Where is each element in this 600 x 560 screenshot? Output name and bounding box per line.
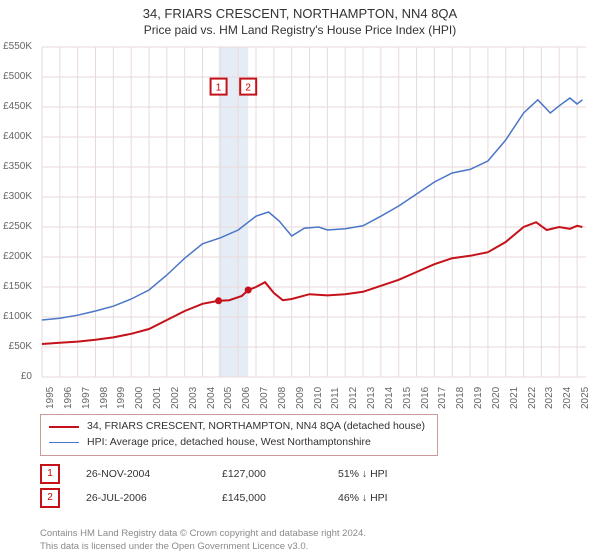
x-tick-label: 1997 bbox=[81, 387, 92, 409]
sale-date: 26-JUL-2006 bbox=[86, 492, 196, 504]
x-tick-label: 1995 bbox=[45, 387, 56, 409]
x-tick-label: 2023 bbox=[544, 387, 555, 409]
legend-swatch bbox=[49, 426, 79, 428]
chart-svg: 12 bbox=[36, 43, 596, 408]
page-title: 34, FRIARS CRESCENT, NORTHAMPTON, NN4 8Q… bbox=[0, 6, 600, 21]
sale-price: £145,000 bbox=[222, 492, 312, 504]
y-tick-label: £550K bbox=[0, 41, 32, 52]
y-tick-label: £0 bbox=[0, 371, 32, 382]
series-price_paid bbox=[42, 222, 582, 344]
sale-vs-hpi: 46% ↓ HPI bbox=[338, 492, 388, 504]
sale-marker-num-1: 1 bbox=[216, 83, 222, 94]
sale-date: 26-NOV-2004 bbox=[86, 468, 196, 480]
chart-area: £0£50K£100K£150K£200K£250K£300K£350K£400… bbox=[36, 43, 596, 408]
x-tick-label: 2009 bbox=[295, 387, 306, 409]
sale-num-box: 2 bbox=[40, 488, 60, 508]
x-tick-label: 2016 bbox=[420, 387, 431, 409]
y-tick-label: £300K bbox=[0, 191, 32, 202]
x-tick-label: 2022 bbox=[527, 387, 538, 409]
footer-line-1: Contains HM Land Registry data © Crown c… bbox=[40, 528, 366, 541]
legend-label: HPI: Average price, detached house, West… bbox=[87, 435, 371, 451]
legend: 34, FRIARS CRESCENT, NORTHAMPTON, NN4 8Q… bbox=[40, 414, 438, 456]
sales-row: 2 26-JUL-2006 £145,000 46% ↓ HPI bbox=[40, 488, 600, 508]
y-tick-label: £500K bbox=[0, 71, 32, 82]
x-tick-label: 2020 bbox=[491, 387, 502, 409]
x-tick-label: 2008 bbox=[277, 387, 288, 409]
legend-item: 34, FRIARS CRESCENT, NORTHAMPTON, NN4 8Q… bbox=[49, 419, 429, 435]
legend-item: HPI: Average price, detached house, West… bbox=[49, 435, 429, 451]
sales-table: 1 26-NOV-2004 £127,000 51% ↓ HPI 2 26-JUL-200… bbox=[40, 464, 600, 508]
y-tick-label: £350K bbox=[0, 161, 32, 172]
x-tick-label: 2019 bbox=[473, 387, 484, 409]
footer-line-2: This data is licensed under the Open Gov… bbox=[40, 541, 366, 554]
x-tick-label: 2006 bbox=[241, 387, 252, 409]
sale-marker-1 bbox=[215, 297, 222, 304]
sale-vs-hpi: 51% ↓ HPI bbox=[338, 468, 388, 480]
sale-marker-num-2: 2 bbox=[245, 83, 251, 94]
y-tick-label: £200K bbox=[0, 251, 32, 262]
x-tick-label: 2001 bbox=[152, 387, 163, 409]
y-tick-label: £150K bbox=[0, 281, 32, 292]
x-tick-label: 2010 bbox=[313, 387, 324, 409]
x-tick-label: 2015 bbox=[402, 387, 413, 409]
x-tick-label: 2018 bbox=[455, 387, 466, 409]
x-tick-label: 2002 bbox=[170, 387, 181, 409]
y-tick-label: £100K bbox=[0, 311, 32, 322]
x-tick-label: 1996 bbox=[63, 387, 74, 409]
page-subtitle: Price paid vs. HM Land Registry's House … bbox=[0, 23, 600, 37]
x-tick-label: 2025 bbox=[580, 387, 591, 409]
footer: Contains HM Land Registry data © Crown c… bbox=[40, 528, 366, 554]
x-tick-label: 2014 bbox=[384, 387, 395, 409]
sales-row: 1 26-NOV-2004 £127,000 51% ↓ HPI bbox=[40, 464, 600, 484]
x-tick-label: 2005 bbox=[223, 387, 234, 409]
x-tick-label: 2000 bbox=[134, 387, 145, 409]
y-tick-label: £450K bbox=[0, 101, 32, 112]
x-tick-label: 2004 bbox=[206, 387, 217, 409]
x-tick-label: 2007 bbox=[259, 387, 270, 409]
x-tick-label: 2021 bbox=[509, 387, 520, 409]
x-tick-label: 2024 bbox=[562, 387, 573, 409]
legend-label: 34, FRIARS CRESCENT, NORTHAMPTON, NN4 8Q… bbox=[87, 419, 425, 435]
x-tick-label: 2017 bbox=[437, 387, 448, 409]
x-tick-label: 2003 bbox=[188, 387, 199, 409]
x-tick-label: 2012 bbox=[348, 387, 359, 409]
y-tick-label: £50K bbox=[0, 341, 32, 352]
x-tick-label: 1999 bbox=[116, 387, 127, 409]
y-tick-label: £400K bbox=[0, 131, 32, 142]
x-tick-label: 2011 bbox=[330, 387, 341, 409]
y-tick-label: £250K bbox=[0, 221, 32, 232]
sale-price: £127,000 bbox=[222, 468, 312, 480]
sale-num-box: 1 bbox=[40, 464, 60, 484]
x-tick-label: 2013 bbox=[366, 387, 377, 409]
sale-marker-2 bbox=[245, 287, 252, 294]
x-tick-label: 1998 bbox=[99, 387, 110, 409]
legend-swatch bbox=[49, 442, 79, 443]
